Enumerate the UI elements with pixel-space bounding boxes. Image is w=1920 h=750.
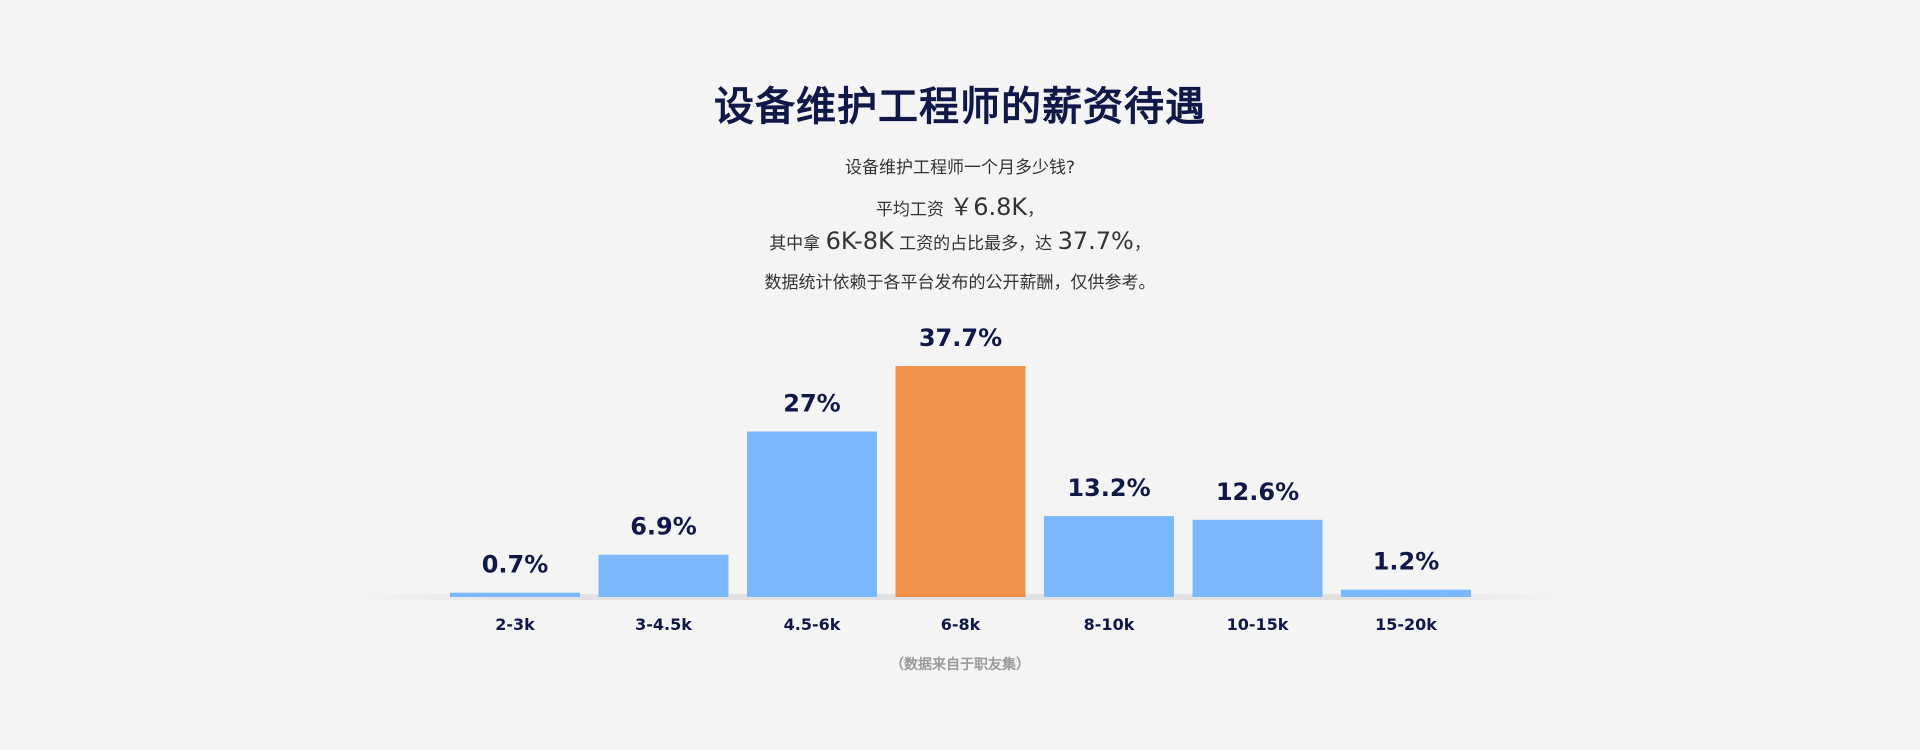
bar-6-8k	[895, 366, 1026, 597]
tick-label-8-10k: 8-10k	[1084, 615, 1135, 634]
average-salary-label: 平均工资	[875, 200, 944, 220]
bar-4.5-6k	[747, 431, 877, 597]
tick-label-2-3k: 2-3k	[495, 615, 535, 634]
page-title: 设备维护工程师的薪资待遇	[714, 84, 1206, 130]
tick-label-4.5-6k: 4.5-6k	[784, 615, 841, 634]
value-label-3-4.5k: 6.9%	[630, 513, 697, 541]
top-salary-range: 6K-8K	[825, 227, 894, 255]
subtitle-line-2-punct: ，	[1027, 200, 1045, 220]
value-label-15-20k: 1.2%	[1373, 548, 1440, 576]
subtitle-line-3-punct: ，	[1133, 234, 1151, 254]
subtitle-line-4: 数据统计依赖于各平台发布的公开薪酬，仅供参考。	[764, 273, 1156, 293]
subtitle-line-3: 其中拿 6K-8K 工资的占比最多，达 37.7%，	[0, 227, 1920, 255]
bar-10-15k	[1192, 519, 1323, 597]
subtitle-line-3-pre: 其中拿	[769, 234, 821, 254]
bar-3-4.5k	[598, 554, 729, 597]
value-label-10-15k: 12.6%	[1216, 478, 1299, 506]
tick-label-10-15k: 10-15k	[1227, 615, 1289, 634]
value-label-2-3k: 0.7%	[482, 551, 549, 579]
subtitle-line-1: 设备维护工程师一个月多少钱?	[844, 158, 1076, 178]
tick-label-15-20k: 15-20k	[1375, 615, 1437, 634]
value-label-4.5-6k: 27%	[783, 390, 840, 418]
bar-8-10k	[1044, 516, 1174, 597]
subtitle-line-3-mid: 工资的占比最多，达	[899, 234, 1053, 254]
value-label-6-8k: 37.7%	[919, 324, 1002, 352]
average-salary-value: ￥6.8K	[949, 193, 1028, 221]
bar-15-20k	[1341, 589, 1471, 597]
subtitle-line-2: 平均工资 ￥6.8K，	[0, 187, 1920, 222]
source-note: （数据来自于职友集）	[890, 657, 1030, 673]
top-salary-percent: 37.7%	[1057, 227, 1134, 255]
tick-label-6-8k: 6-8k	[941, 615, 981, 634]
tick-label-3-4.5k: 3-4.5k	[635, 615, 692, 634]
value-label-8-10k: 13.2%	[1067, 474, 1150, 502]
bar-2-3k	[450, 592, 580, 597]
